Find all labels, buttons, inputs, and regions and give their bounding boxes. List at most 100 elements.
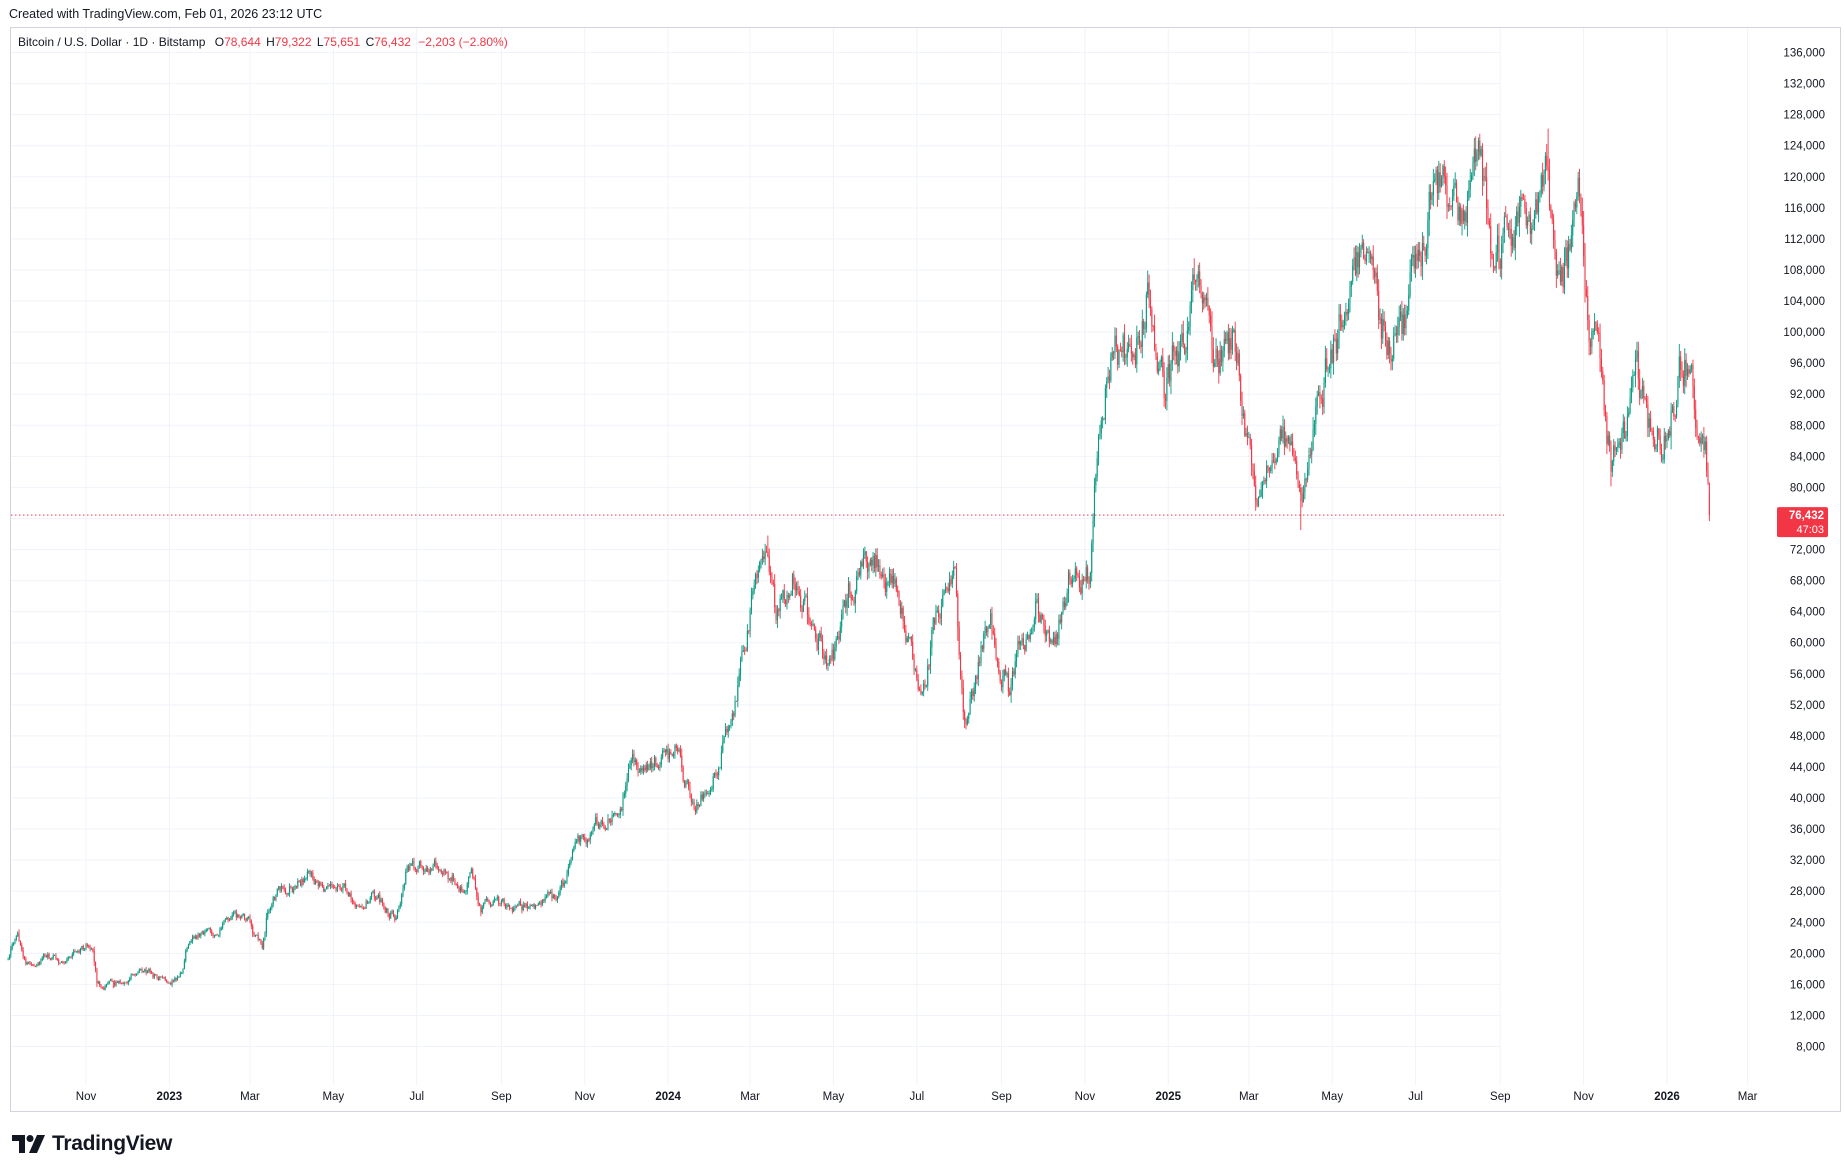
candle-up (951, 570, 953, 589)
candle-down (617, 813, 619, 818)
candle-down (770, 565, 772, 584)
candle-up (1677, 375, 1679, 408)
candle-down (89, 944, 91, 952)
candle-down (771, 572, 773, 586)
candle-down (458, 885, 460, 893)
candle-down (62, 960, 64, 964)
candle-up (200, 932, 202, 939)
candle-down (1419, 242, 1421, 262)
candle-down (1300, 483, 1302, 531)
chart-frame[interactable] (10, 27, 1841, 1112)
candle-down (58, 958, 60, 966)
candle-up (336, 882, 338, 892)
candle-down (351, 897, 354, 905)
candle-up (1308, 447, 1310, 476)
candle-down (1298, 480, 1300, 493)
time-axis[interactable]: Nov 2023 Mar May Jul Sep Nov 2024 Mar May Jul Sep No… (76, 1091, 1758, 1103)
candle-up (1029, 628, 1031, 643)
candle-up (60, 960, 62, 964)
candle-down (1484, 166, 1486, 182)
candle-down (1078, 570, 1080, 593)
candle-down (1297, 471, 1299, 488)
candle-up (1408, 284, 1410, 316)
candle-down (1230, 328, 1232, 360)
candle-up (1190, 281, 1193, 314)
candle-down (1251, 438, 1253, 477)
candle-down (1488, 217, 1490, 229)
price-tick-label: 60,000 (1790, 638, 1825, 650)
price-axis[interactable]: 8,000 12,000 16,000 20,000 24,000 28,000 32,00… (1783, 48, 1825, 1054)
candle-up (276, 888, 278, 897)
candle-down (778, 607, 780, 617)
candle-up (712, 772, 714, 793)
candle-down (1658, 428, 1660, 440)
candle-down (357, 904, 359, 907)
candle-down (1643, 380, 1645, 404)
candle-up (233, 910, 235, 917)
candle-up (59, 962, 61, 965)
tradingview-logo[interactable]: TradingView (12, 1132, 172, 1156)
candle-up (144, 968, 146, 973)
candle-down (813, 623, 815, 631)
candle-up (256, 934, 258, 936)
candle-down (1614, 441, 1616, 458)
candle-down (562, 878, 564, 888)
candle-down (1695, 399, 1697, 438)
candle-down (33, 963, 35, 967)
candle-up (696, 799, 698, 814)
candle-down (1697, 435, 1699, 444)
candle-down (832, 643, 835, 666)
candle-down (1149, 289, 1152, 317)
candle-up (69, 956, 71, 959)
candle-up (1360, 244, 1362, 258)
candle-up (287, 892, 289, 896)
candle-up (1451, 188, 1454, 217)
last-price-tag-bg (1777, 507, 1828, 538)
candle-up (254, 934, 256, 938)
candle-down (1524, 194, 1526, 215)
candle-down (19, 940, 21, 946)
candle-down (826, 648, 828, 670)
candle-up (1323, 377, 1325, 414)
candle-down (339, 883, 341, 891)
candle-up (1002, 669, 1004, 694)
symbol-legend[interactable]: Bitcoin / U.S. Dollar · 1D · Bitstamp O7… (18, 35, 508, 49)
candle-down (551, 888, 553, 902)
candle-up (1689, 365, 1691, 375)
candle-down (462, 889, 464, 894)
candle-up (1266, 460, 1268, 489)
candle-down (334, 884, 336, 889)
candle-down (175, 977, 177, 982)
candle-up (544, 894, 546, 904)
time-tick-label: 2025 (1155, 1091, 1181, 1103)
candle-down (1117, 344, 1119, 371)
candle-down (772, 579, 774, 587)
candle-up (1417, 241, 1419, 269)
candle-down (1395, 325, 1397, 343)
candle-up (201, 930, 203, 935)
candle-down (1624, 416, 1626, 440)
candle-up (724, 722, 727, 738)
candle-down (103, 986, 105, 991)
candle-down (1059, 614, 1061, 625)
candle-down (394, 913, 396, 923)
candle-down (134, 973, 136, 977)
candle-down (1562, 262, 1564, 294)
candle-up (502, 898, 504, 903)
candle-down (1108, 369, 1111, 390)
candle-down (1367, 248, 1369, 254)
candle-down (1216, 345, 1218, 368)
candle-down (1357, 246, 1359, 278)
candle-down (519, 898, 522, 906)
candle-up (1365, 246, 1367, 265)
candle-up (1635, 349, 1637, 388)
candle-down (1132, 351, 1134, 365)
candle-down (744, 646, 746, 655)
candle-down (1177, 341, 1179, 374)
time-tick-label: May (322, 1091, 344, 1103)
candle-down (533, 903, 535, 910)
candle-up (97, 980, 99, 984)
candle-up (1179, 334, 1182, 361)
candle-down (1578, 168, 1581, 204)
